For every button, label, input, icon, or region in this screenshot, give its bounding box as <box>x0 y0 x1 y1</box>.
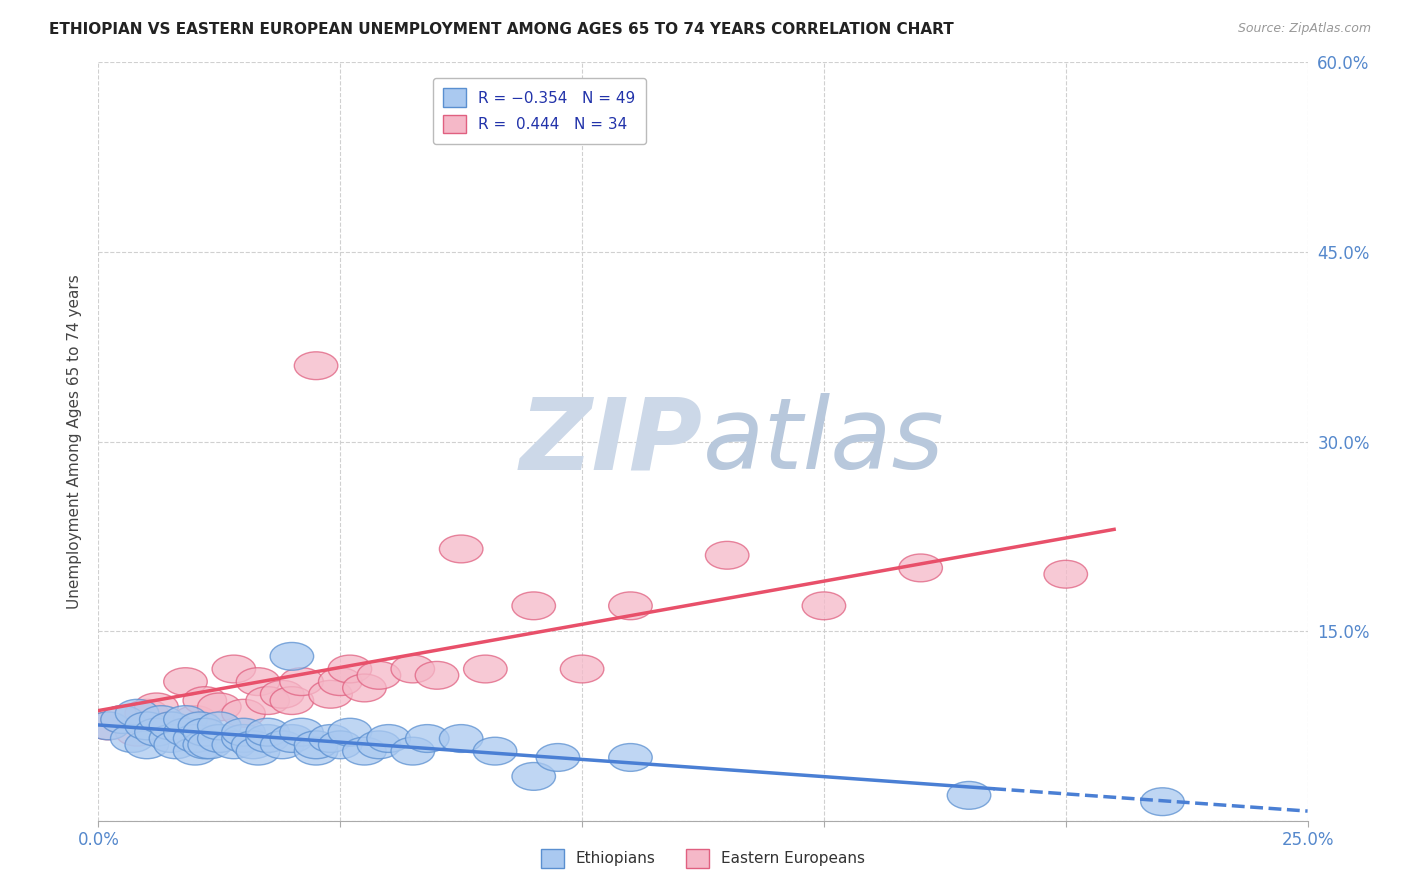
Ellipse shape <box>343 737 387 765</box>
Ellipse shape <box>1045 560 1087 588</box>
Ellipse shape <box>609 592 652 620</box>
Ellipse shape <box>440 724 482 753</box>
Ellipse shape <box>115 699 159 727</box>
Ellipse shape <box>246 687 290 714</box>
Ellipse shape <box>198 712 240 739</box>
Ellipse shape <box>512 592 555 620</box>
Ellipse shape <box>280 718 323 746</box>
Ellipse shape <box>198 724 240 753</box>
Ellipse shape <box>173 706 217 733</box>
Ellipse shape <box>464 655 508 683</box>
Ellipse shape <box>609 744 652 772</box>
Ellipse shape <box>183 718 226 746</box>
Ellipse shape <box>115 718 159 746</box>
Ellipse shape <box>294 351 337 380</box>
Ellipse shape <box>246 718 290 746</box>
Ellipse shape <box>270 724 314 753</box>
Ellipse shape <box>212 731 256 759</box>
Ellipse shape <box>139 706 183 733</box>
Text: Source: ZipAtlas.com: Source: ZipAtlas.com <box>1237 22 1371 36</box>
Ellipse shape <box>260 731 304 759</box>
Ellipse shape <box>236 737 280 765</box>
Ellipse shape <box>222 718 266 746</box>
Ellipse shape <box>86 712 129 739</box>
Ellipse shape <box>898 554 942 582</box>
Ellipse shape <box>222 699 266 727</box>
Ellipse shape <box>188 731 232 759</box>
Ellipse shape <box>173 737 217 765</box>
Ellipse shape <box>405 724 449 753</box>
Ellipse shape <box>328 718 371 746</box>
Ellipse shape <box>440 535 482 563</box>
Ellipse shape <box>163 668 207 696</box>
Ellipse shape <box>280 668 323 696</box>
Ellipse shape <box>415 662 458 690</box>
Text: atlas: atlas <box>703 393 945 490</box>
Ellipse shape <box>309 724 353 753</box>
Text: ZIP: ZIP <box>520 393 703 490</box>
Y-axis label: Unemployment Among Ages 65 to 74 years: Unemployment Among Ages 65 to 74 years <box>66 274 82 609</box>
Ellipse shape <box>309 681 353 708</box>
Ellipse shape <box>125 699 169 727</box>
Ellipse shape <box>246 724 290 753</box>
Ellipse shape <box>803 592 845 620</box>
Ellipse shape <box>173 724 217 753</box>
Ellipse shape <box>149 712 193 739</box>
Ellipse shape <box>328 655 371 683</box>
Ellipse shape <box>125 712 169 739</box>
Ellipse shape <box>357 731 401 759</box>
Ellipse shape <box>86 712 129 739</box>
Ellipse shape <box>149 724 193 753</box>
Ellipse shape <box>270 687 314 714</box>
Ellipse shape <box>343 674 387 702</box>
Ellipse shape <box>391 655 434 683</box>
Text: ETHIOPIAN VS EASTERN EUROPEAN UNEMPLOYMENT AMONG AGES 65 TO 74 YEARS CORRELATION: ETHIOPIAN VS EASTERN EUROPEAN UNEMPLOYME… <box>49 22 953 37</box>
Ellipse shape <box>474 737 517 765</box>
Ellipse shape <box>319 668 361 696</box>
Ellipse shape <box>561 655 603 683</box>
Ellipse shape <box>163 706 207 733</box>
Ellipse shape <box>155 731 198 759</box>
Ellipse shape <box>357 662 401 690</box>
Ellipse shape <box>212 655 256 683</box>
Ellipse shape <box>270 642 314 670</box>
Ellipse shape <box>125 731 169 759</box>
Ellipse shape <box>101 706 145 733</box>
Ellipse shape <box>512 763 555 790</box>
Ellipse shape <box>222 724 266 753</box>
Legend: Ethiopians, Eastern Europeans: Ethiopians, Eastern Europeans <box>534 843 872 873</box>
Ellipse shape <box>183 731 226 759</box>
Ellipse shape <box>319 731 361 759</box>
Ellipse shape <box>183 687 226 714</box>
Ellipse shape <box>948 781 991 809</box>
Ellipse shape <box>391 737 434 765</box>
Ellipse shape <box>236 668 280 696</box>
Ellipse shape <box>163 718 207 746</box>
Ellipse shape <box>294 737 337 765</box>
Ellipse shape <box>232 731 276 759</box>
Ellipse shape <box>135 693 179 721</box>
Ellipse shape <box>135 718 179 746</box>
Ellipse shape <box>198 693 240 721</box>
Ellipse shape <box>260 681 304 708</box>
Ellipse shape <box>367 724 411 753</box>
Ellipse shape <box>706 541 749 569</box>
Ellipse shape <box>536 744 579 772</box>
Ellipse shape <box>149 712 193 739</box>
Ellipse shape <box>294 731 337 759</box>
Ellipse shape <box>101 706 145 733</box>
Ellipse shape <box>1140 788 1184 815</box>
Ellipse shape <box>111 724 155 753</box>
Ellipse shape <box>179 712 222 739</box>
